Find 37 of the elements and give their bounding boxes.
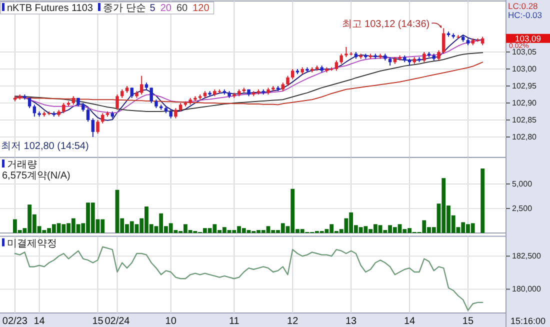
x-tick-label: 02/24 bbox=[104, 316, 130, 327]
text: 60 bbox=[176, 3, 188, 14]
y-tick-label: 102,85 bbox=[512, 116, 538, 124]
text: LC:0.28 bbox=[508, 1, 538, 11]
text: 15:16:00 bbox=[510, 316, 546, 326]
line-series bbox=[14, 246, 484, 311]
y-tick-label: 180,000 bbox=[512, 284, 542, 294]
y-tick-label: 103,05 bbox=[512, 48, 538, 56]
chart-title: 미결제약정 bbox=[7, 238, 57, 250]
y-tick-label: 5,000 bbox=[512, 179, 533, 188]
x-tick-label: 13 bbox=[346, 316, 358, 327]
text: 5 bbox=[150, 3, 156, 14]
x-tick-label: 14 bbox=[404, 316, 416, 327]
x-tick-label: 02/23 bbox=[2, 316, 28, 327]
annotation: 최저 102,80 (14:54) bbox=[1, 141, 89, 152]
legend-title: 종가 단순 bbox=[102, 3, 146, 14]
bar bbox=[480, 168, 485, 233]
x-tick-label: 15 bbox=[462, 316, 474, 327]
y-tick-label: 2,500 bbox=[512, 204, 533, 213]
x-tick-label: 10 bbox=[165, 316, 177, 327]
chart-title: 거래량 bbox=[7, 160, 37, 170]
text: 120 bbox=[192, 3, 210, 14]
chart-title: nKTB Futures 1103 bbox=[7, 3, 94, 14]
y-tick-label: 102,90 bbox=[512, 98, 538, 108]
x-tick-label: 11 bbox=[228, 316, 240, 327]
text: 20 bbox=[160, 3, 172, 14]
x-tick-label: 12 bbox=[287, 316, 299, 327]
annotation: 최고 103,12 (14:36) bbox=[342, 19, 430, 30]
text: 103,09 bbox=[515, 33, 542, 44]
text: HC:-0.03 bbox=[508, 10, 542, 20]
x-tick-label: 15 bbox=[92, 316, 104, 327]
y-tick-label: 103,00 bbox=[512, 64, 538, 74]
y-tick-label: 102,80 bbox=[512, 132, 538, 142]
x-tick-label: 14 bbox=[34, 316, 46, 327]
y-tick-label: 102,95 bbox=[512, 82, 538, 90]
y-tick-label: 182,500 bbox=[512, 252, 542, 261]
text: 6,575계약(N/A) bbox=[2, 170, 70, 182]
